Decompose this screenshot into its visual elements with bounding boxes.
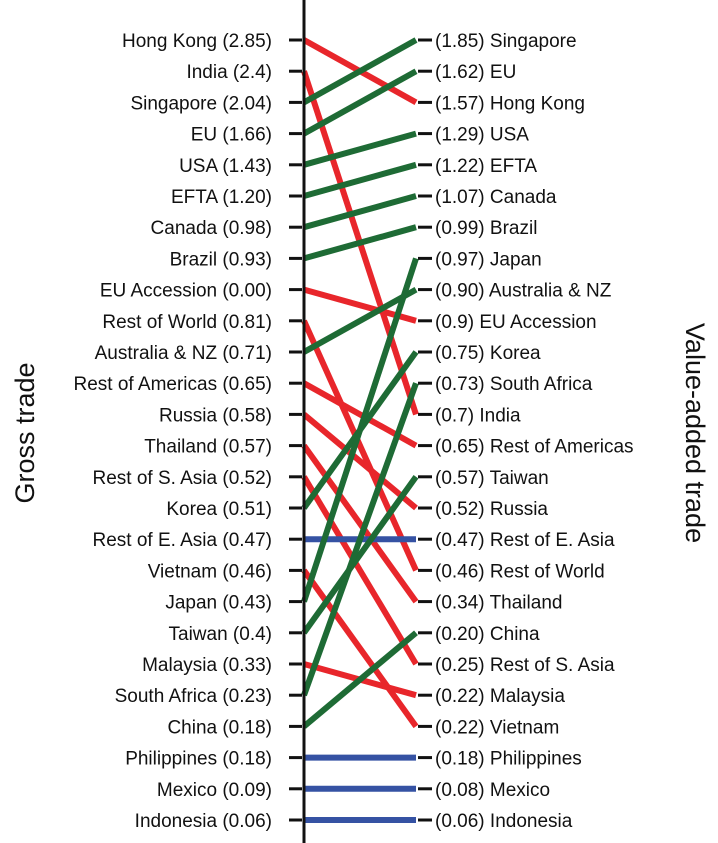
right-label-india: (0.7) India (435, 405, 521, 426)
right-label-brazil: (0.99) Brazil (435, 218, 537, 239)
left-label-eu-accession: EU Accession (0.00) (100, 281, 272, 302)
connector-south-africa (301, 382, 419, 697)
left-label-taiwan: Taiwan (0.4) (169, 624, 273, 645)
right-axis-title: Value-added trade (680, 323, 710, 543)
left-label-philippines: Philippines (0.18) (125, 749, 272, 770)
left-labels: Hong Kong (2.85) India (2.4) Singapore (2.… (73, 31, 272, 832)
right-label-japan: (0.97) Japan (435, 249, 542, 270)
right-label-australia-and-nz: (0.90) Australia & NZ (435, 281, 612, 302)
connector-thailand (301, 443, 419, 604)
left-label-korea: Korea (0.51) (166, 499, 272, 520)
right-ticks (418, 38, 432, 822)
connector-brazil (303, 224, 417, 262)
right-label-eu: (1.62) EU (435, 62, 516, 83)
right-label-rest-of-world: (0.46) Rest of World (435, 561, 605, 582)
left-label-malaysia: Malaysia (0.33) (142, 655, 272, 676)
connector-china (302, 630, 418, 729)
connector-eu (302, 68, 418, 137)
connector-australia-and-nz (302, 286, 418, 355)
left-label-australia-and-nz: Australia & NZ (0.71) (95, 343, 272, 364)
left-label-japan: Japan (0.43) (165, 593, 272, 614)
right-label-eu-accession: (0.9) EU Accession (435, 312, 597, 333)
left-label-india: India (2.4) (186, 62, 272, 83)
left-label-eu: EU (1.66) (191, 125, 272, 146)
left-label-rest-of-s-asia: Rest of S. Asia (0.52) (92, 468, 272, 489)
right-label-malaysia: (0.22) Malaysia (435, 686, 565, 707)
left-label-thailand: Thailand (0.57) (144, 437, 272, 458)
right-label-rest-of-s-asia: (0.25) Rest of S. Asia (435, 655, 615, 676)
right-label-indonesia: (0.06) Indonesia (435, 811, 573, 832)
right-label-china: (0.20) China (435, 624, 540, 645)
left-label-rest-of-e-asia: Rest of E. Asia (0.47) (92, 530, 272, 551)
left-label-vietnam: Vietnam (0.46) (148, 561, 272, 582)
right-labels: (1.85) Singapore (1.62) EU (1.57) Hong Kon… (435, 31, 634, 832)
right-label-mexico: (0.08) Mexico (435, 780, 550, 801)
right-label-hong-kong: (1.57) Hong Kong (435, 93, 585, 114)
connector-russia (302, 412, 418, 511)
right-label-usa: (1.29) USA (435, 125, 529, 146)
right-label-rest-of-americas: (0.65) Rest of Americas (435, 437, 634, 458)
right-label-taiwan: (0.57) Taiwan (435, 468, 549, 489)
left-label-singapore: Singapore (2.04) (130, 93, 272, 114)
connector-lines (301, 37, 419, 823)
right-label-thailand: (0.34) Thailand (435, 593, 562, 614)
left-ticks (289, 38, 302, 822)
left-axis-title: Gross trade (10, 362, 40, 503)
connector-japan (301, 257, 419, 603)
connector-singapore (302, 37, 418, 106)
left-label-china: China (0.18) (167, 717, 272, 738)
left-label-rest-of-world: Rest of World (0.81) (102, 312, 272, 333)
connector-vietnam (301, 568, 419, 729)
left-label-hong-kong: Hong Kong (2.85) (122, 31, 272, 52)
right-label-vietnam: (0.22) Vietnam (435, 717, 559, 738)
left-label-south-africa: South Africa (0.23) (115, 686, 272, 707)
right-label-philippines: (0.18) Philippines (435, 749, 582, 770)
left-label-usa: USA (1.43) (179, 156, 272, 177)
connector-rest-of-world (301, 319, 419, 572)
connector-taiwan (301, 475, 419, 635)
right-label-efta: (1.22) EFTA (435, 156, 537, 177)
right-label-rest-of-e-asia: (0.47) Rest of E. Asia (435, 530, 615, 551)
connector-canada (303, 193, 417, 231)
right-label-canada: (1.07) Canada (435, 187, 557, 208)
left-label-canada: Canada (0.98) (151, 218, 272, 239)
left-label-efta: EFTA (1.20) (171, 187, 272, 208)
connector-rest-of-s-asia (301, 475, 419, 666)
right-label-south-africa: (0.73) South Africa (435, 374, 593, 395)
right-label-korea: (0.75) Korea (435, 343, 541, 364)
left-label-russia: Russia (0.58) (159, 405, 272, 426)
connector-efta (303, 161, 417, 199)
connector-usa (303, 130, 417, 168)
left-label-mexico: Mexico (0.09) (157, 780, 272, 801)
left-label-rest-of-americas: Rest of Americas (0.65) (73, 374, 272, 395)
right-label-russia: (0.52) Russia (435, 499, 548, 520)
left-label-brazil: Brazil (0.93) (170, 249, 272, 270)
left-label-indonesia: Indonesia (0.06) (135, 811, 272, 832)
right-label-singapore: (1.85) Singapore (435, 31, 577, 52)
